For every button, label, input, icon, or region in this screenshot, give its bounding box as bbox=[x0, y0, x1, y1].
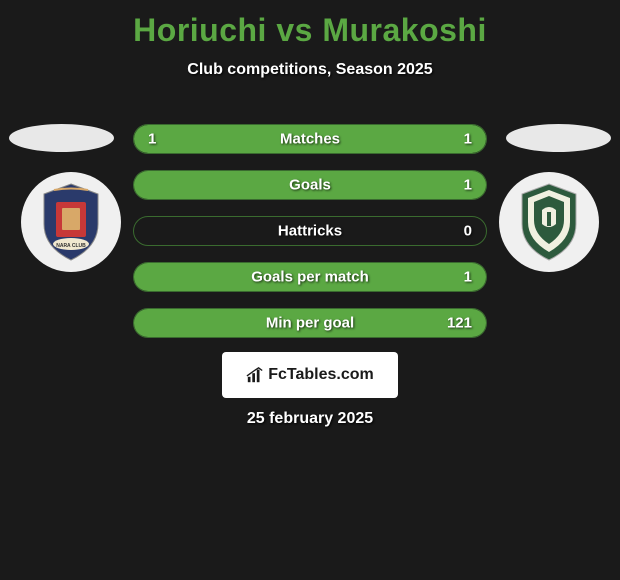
stat-label: Matches bbox=[280, 131, 340, 148]
brand-text: FcTables.com bbox=[268, 366, 374, 384]
page-title: Horiuchi vs Murakoshi bbox=[0, 0, 620, 49]
stat-bar-hattricks: Hattricks 0 bbox=[133, 216, 487, 246]
shield-left-icon: NARA CLUB bbox=[36, 182, 106, 262]
team-right-logo bbox=[499, 172, 599, 272]
svg-text:NARA CLUB: NARA CLUB bbox=[56, 243, 86, 249]
stat-label: Goals bbox=[289, 177, 331, 194]
stat-value-right: 1 bbox=[464, 131, 472, 148]
brand-box[interactable]: FcTables.com bbox=[222, 352, 398, 398]
stat-value-right: 1 bbox=[464, 269, 472, 286]
shield-right-icon bbox=[514, 182, 584, 262]
stats-container: 1 Matches 1 Goals 1 Hattricks 0 Goals pe… bbox=[133, 124, 487, 354]
date-text: 25 february 2025 bbox=[247, 410, 373, 428]
stat-label: Hattricks bbox=[278, 223, 342, 240]
stat-bar-matches: 1 Matches 1 bbox=[133, 124, 487, 154]
stat-value-left: 1 bbox=[148, 131, 156, 148]
team-left-logo: NARA CLUB bbox=[21, 172, 121, 272]
stat-label: Min per goal bbox=[266, 315, 354, 332]
stat-value-right: 121 bbox=[447, 315, 472, 332]
stat-value-right: 0 bbox=[464, 223, 472, 240]
stat-bar-goals-per-match: Goals per match 1 bbox=[133, 262, 487, 292]
stat-value-right: 1 bbox=[464, 177, 472, 194]
stat-label: Goals per match bbox=[251, 269, 369, 286]
chart-icon bbox=[246, 366, 264, 384]
player-left-marker bbox=[9, 124, 114, 152]
stat-bar-min-per-goal: Min per goal 121 bbox=[133, 308, 487, 338]
stat-bar-goals: Goals 1 bbox=[133, 170, 487, 200]
player-right-marker bbox=[506, 124, 611, 152]
subtitle: Club competitions, Season 2025 bbox=[0, 61, 620, 79]
